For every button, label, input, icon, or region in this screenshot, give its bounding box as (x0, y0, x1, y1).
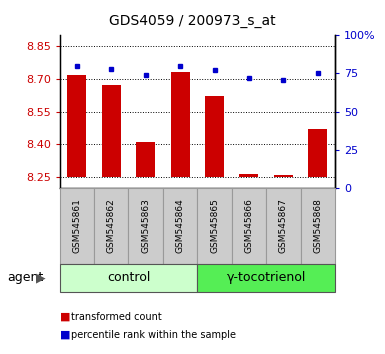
Text: GSM545867: GSM545867 (279, 198, 288, 253)
Bar (205, 96, 224, 177)
Text: GSM545866: GSM545866 (244, 198, 253, 253)
Text: control: control (107, 272, 150, 284)
Bar (301, 188, 335, 264)
Bar (102, 85, 121, 177)
Bar (129, 188, 163, 264)
Bar (171, 72, 189, 177)
Bar (266, 188, 301, 264)
Text: ▶: ▶ (35, 272, 45, 284)
Text: agent: agent (8, 272, 44, 284)
Text: GSM545862: GSM545862 (107, 198, 116, 253)
Text: transformed count: transformed count (71, 312, 162, 322)
Text: ■: ■ (60, 312, 70, 322)
Bar (197, 188, 232, 264)
Text: GSM545861: GSM545861 (72, 198, 81, 253)
Text: percentile rank within the sample: percentile rank within the sample (71, 330, 236, 339)
Bar (60, 264, 197, 292)
Bar (67, 75, 86, 177)
Text: GSM545863: GSM545863 (141, 198, 150, 253)
Bar (239, 174, 258, 177)
Text: GSM545868: GSM545868 (313, 198, 322, 253)
Bar (163, 188, 197, 264)
Text: ■: ■ (60, 330, 70, 339)
Bar (197, 264, 335, 292)
Bar (60, 188, 94, 264)
Text: GDS4059 / 200973_s_at: GDS4059 / 200973_s_at (109, 14, 276, 28)
Bar (136, 142, 155, 177)
Text: γ-tocotrienol: γ-tocotrienol (226, 272, 306, 284)
Bar (232, 188, 266, 264)
Bar (94, 188, 129, 264)
Text: GSM545864: GSM545864 (176, 198, 185, 253)
Bar (274, 175, 293, 177)
Text: GSM545865: GSM545865 (210, 198, 219, 253)
Bar (308, 129, 327, 177)
